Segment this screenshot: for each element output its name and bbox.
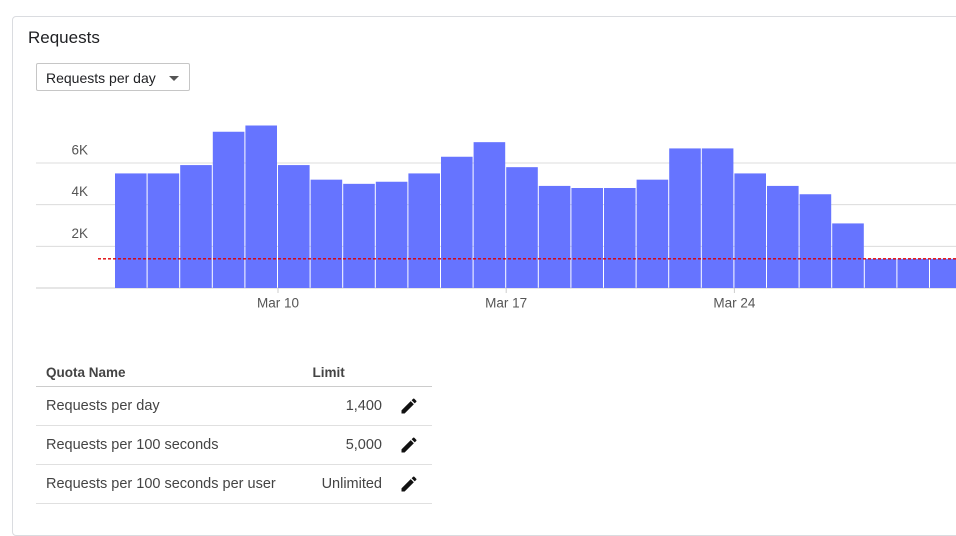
x-tick-label: Mar 17	[485, 296, 527, 311]
quota-table: Quota Name Limit Requests per day 1,400 Re…	[36, 358, 432, 504]
bar	[115, 173, 147, 288]
bar	[147, 173, 180, 288]
quota-limit: Unlimited	[302, 464, 392, 504]
y-tick-label: 6K	[71, 143, 88, 158]
bar	[636, 179, 669, 288]
page: Requests Requests per day 2K 4K 6K Mar 10 Ma…	[12, 16, 956, 536]
bar	[343, 183, 375, 288]
bar	[538, 185, 571, 288]
header-cell: Quota Name	[36, 358, 303, 387]
edit-cell	[392, 464, 432, 504]
quota-limit: 1,400	[302, 386, 392, 426]
dropdown-label: Requests per day	[46, 70, 156, 86]
bar	[212, 131, 245, 288]
header-cell: Limit	[302, 358, 392, 387]
bar	[310, 179, 343, 288]
quota-name: Requests per 100 seconds per user	[36, 464, 303, 504]
x-tick-label: Mar 10	[257, 296, 299, 311]
bar	[897, 258, 929, 288]
bar	[701, 148, 734, 288]
edit-icon[interactable]	[399, 396, 419, 416]
chart: 2K 4K 6K Mar 10 Mar 17 Mar 24	[36, 125, 956, 311]
bar	[767, 185, 799, 288]
bar	[734, 173, 766, 288]
bar	[278, 165, 310, 288]
bar	[408, 173, 440, 288]
metric-dropdown[interactable]: Requests per day	[36, 63, 190, 91]
quota-name: Requests per 100 seconds	[36, 425, 303, 465]
quota-name: Requests per day	[36, 386, 303, 426]
bar	[245, 125, 277, 288]
pencil	[401, 398, 417, 414]
edit-cell	[392, 386, 432, 426]
bar	[799, 194, 832, 288]
y-tick-label: 2K	[71, 226, 88, 241]
bar	[441, 156, 473, 288]
bar	[571, 188, 603, 288]
edit-cell	[392, 425, 432, 465]
x-tick-label: Mar 24	[713, 296, 756, 311]
card-title: Requests	[28, 28, 100, 47]
dropdown-caret	[169, 76, 179, 81]
quota-row: Requests per 100 seconds 5,000	[36, 425, 432, 465]
header-row: Quota Name Limit	[36, 358, 432, 387]
bar	[864, 258, 897, 288]
quota-row: Requests per 100 seconds per user Unlimit…	[36, 464, 432, 504]
bar	[930, 258, 956, 288]
bar	[473, 142, 506, 288]
edit-icon[interactable]	[399, 435, 419, 455]
bar	[506, 167, 538, 288]
bar	[375, 181, 408, 288]
quota-limit: 5,000	[302, 425, 392, 465]
bar	[604, 188, 636, 288]
pencil	[401, 476, 417, 492]
edit-icon[interactable]	[399, 474, 419, 494]
header-cell	[392, 358, 432, 387]
bar	[669, 148, 701, 288]
pencil	[401, 437, 417, 453]
bar	[832, 223, 864, 288]
bar	[180, 165, 212, 288]
y-tick-label: 4K	[71, 184, 88, 199]
quota-row: Requests per day 1,400	[36, 386, 432, 426]
